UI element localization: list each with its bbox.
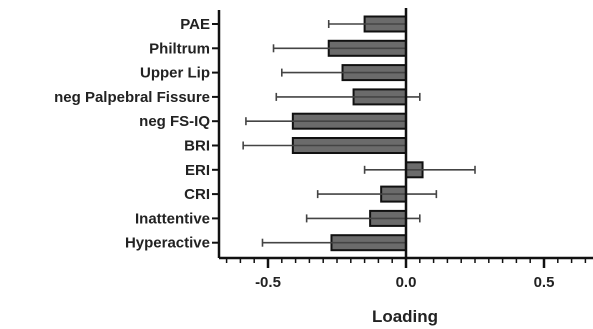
x-tick-label: 0.0: [396, 274, 417, 291]
category-labels: PAE Philtrum Upper Lip neg Palpebral Fissur…: [54, 16, 210, 252]
x-axis-title: Loading: [372, 307, 438, 326]
category-label: Upper Lip: [140, 65, 210, 82]
category-label: BRI: [184, 138, 210, 155]
x-tick-label: 0.5: [534, 274, 555, 291]
category-label: neg Palpebral Fissure: [54, 89, 210, 106]
category-label: neg FS-IQ: [139, 113, 210, 130]
category-label: Inattentive: [135, 210, 210, 227]
axes-layer: [212, 8, 593, 268]
category-label: CRI: [184, 186, 210, 203]
category-label: PAE: [180, 16, 210, 33]
bars-layer: [291, 15, 424, 252]
x-tick-labels: -0.5 0.0 0.5: [255, 274, 554, 291]
x-tick-label: -0.5: [255, 274, 281, 291]
category-label: Hyperactive: [125, 235, 210, 252]
category-label: Philtrum: [149, 40, 210, 57]
error-bars-layer: [242, 20, 476, 247]
category-label: ERI: [185, 162, 210, 179]
